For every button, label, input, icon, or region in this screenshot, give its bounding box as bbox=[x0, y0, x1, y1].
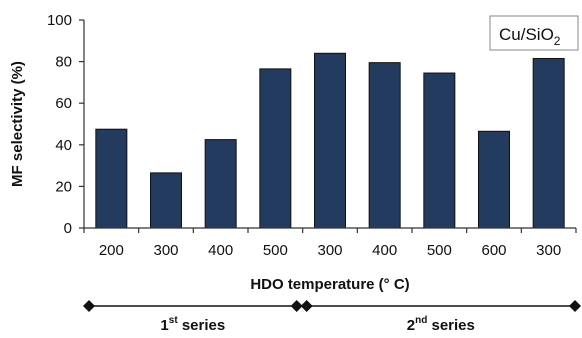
series-bracket-diamond bbox=[290, 300, 303, 312]
bar bbox=[532, 57, 565, 229]
series-bracket-diamond bbox=[83, 300, 95, 312]
legend-frame bbox=[489, 15, 579, 51]
x-tick-layer: 200 300 400 500 300 400 500 600 300 bbox=[83, 228, 577, 259]
series-group-label: 2nd series bbox=[407, 315, 475, 334]
bar bbox=[95, 128, 128, 229]
y-tick-label: 0 bbox=[64, 220, 72, 237]
series-group-ordinal: nd bbox=[415, 315, 427, 326]
series-group-label: 1st series bbox=[160, 315, 225, 334]
legend-box: Cu/SiO2 bbox=[489, 15, 579, 51]
x-axis-title: HDO temperature (° C) bbox=[250, 276, 409, 293]
series-groups: 1st series 2nd series bbox=[83, 300, 581, 334]
series-group-word: series bbox=[178, 317, 226, 334]
y-tick-label: 20 bbox=[55, 178, 72, 195]
series-group-word: series bbox=[427, 317, 475, 334]
series-bracket-diamond bbox=[300, 300, 313, 312]
y-tick-label: 40 bbox=[55, 137, 72, 154]
y-tick-label: 60 bbox=[55, 95, 72, 112]
legend-label: Cu/SiO2 bbox=[499, 25, 561, 48]
x-tick-label: 500 bbox=[263, 242, 288, 259]
legend-label-main: Cu/SiO bbox=[499, 25, 554, 44]
bar bbox=[259, 68, 292, 229]
series-bracket-diamond bbox=[569, 300, 581, 312]
bar bbox=[423, 72, 456, 229]
y-axis-title: MF selectivity (%) bbox=[9, 61, 26, 187]
x-tick-label: 300 bbox=[153, 242, 178, 259]
series-group-ordinal: st bbox=[169, 315, 179, 326]
bar bbox=[150, 172, 182, 229]
bar bbox=[204, 139, 237, 229]
axes-layer bbox=[83, 20, 576, 229]
bar bbox=[314, 52, 346, 229]
series-group-number: 2 bbox=[407, 317, 415, 334]
series-group-number: 1 bbox=[160, 317, 168, 334]
bar bbox=[368, 62, 401, 229]
x-tick-label: 600 bbox=[481, 242, 506, 259]
y-tick-layer: 0 20 40 60 80 100 bbox=[47, 12, 84, 237]
y-tick-label: 80 bbox=[55, 54, 72, 71]
x-tick-label: 400 bbox=[372, 242, 397, 259]
x-tick-label: 200 bbox=[99, 242, 124, 259]
y-tick-label: 100 bbox=[47, 12, 72, 29]
x-tick-label: 500 bbox=[427, 242, 452, 259]
x-tick-label: 300 bbox=[317, 242, 342, 259]
legend-label-subscript: 2 bbox=[554, 34, 561, 48]
x-tick-label: 300 bbox=[536, 242, 561, 259]
bar bbox=[478, 130, 510, 229]
x-tick-label: 400 bbox=[208, 242, 233, 259]
bars-layer bbox=[95, 52, 565, 229]
